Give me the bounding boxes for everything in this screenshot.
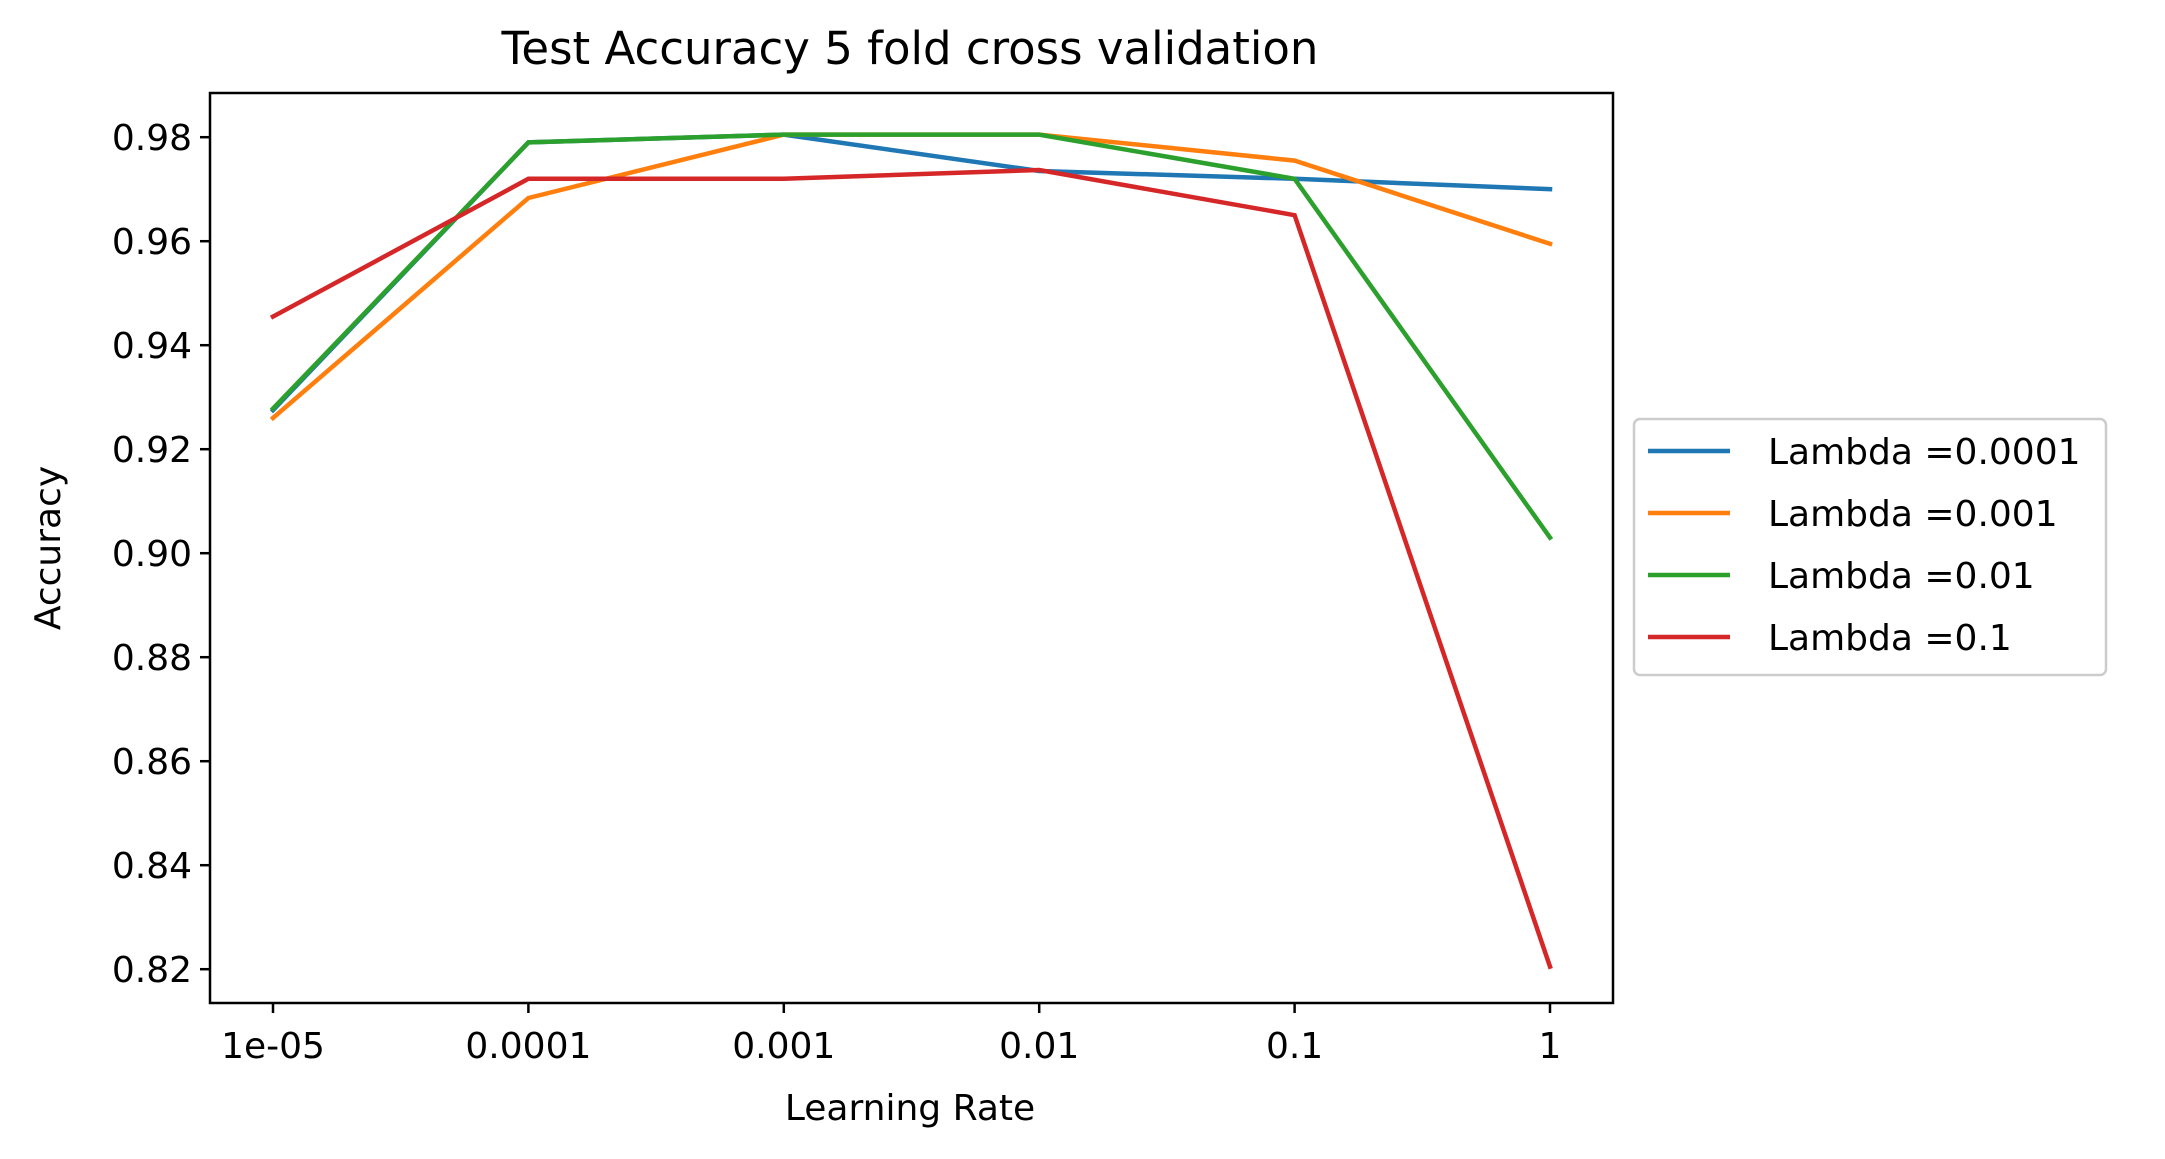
x-tick-label: 0.1 [1266,1026,1323,1067]
x-tick-label: 1e-05 [221,1026,325,1067]
y-tick-label: 0.86 [112,742,192,783]
series-layer [273,135,1550,967]
legend-label: Lambda =0.01 [1768,556,2035,597]
x-tick-label: 0.0001 [465,1026,591,1067]
y-tick-label: 0.88 [112,638,192,679]
y-tick-label: 0.92 [112,430,192,471]
y-tick-label: 0.84 [112,846,192,887]
y-tick-label: 0.96 [112,222,192,263]
y-tick-label: 0.94 [112,326,192,367]
legend-label: Lambda =0.0001 [1768,432,2081,473]
legend-label: Lambda =0.1 [1768,618,2012,659]
x-tick-label: 0.001 [732,1026,835,1067]
x-axis-label: Learning Rate [785,1088,1035,1129]
x-tick-label: 0.01 [999,1026,1079,1067]
y-axis: 0.82 0.84 0.86 0.88 0.90 0.92 0.94 0.96 0.98 [112,118,210,991]
y-tick-label: 0.98 [112,118,192,159]
series-line-4 [273,170,1550,967]
plot-frame [210,93,1613,1003]
series-line-3 [273,135,1550,538]
y-axis-label: Accuracy [28,466,69,630]
x-tick-label: 1 [1539,1026,1562,1067]
y-tick-label: 0.82 [112,950,192,991]
y-tick-label: 0.90 [112,534,192,575]
chart-title: Test Accuracy 5 fold cross validation [501,22,1319,75]
x-axis: 1e-05 0.0001 0.001 0.01 0.1 1 [221,1003,1561,1067]
legend: Lambda =0.0001 Lambda =0.001 Lambda =0.01 L… [1634,419,2106,675]
series-line-2 [273,135,1550,418]
legend-label: Lambda =0.001 [1768,494,2058,535]
